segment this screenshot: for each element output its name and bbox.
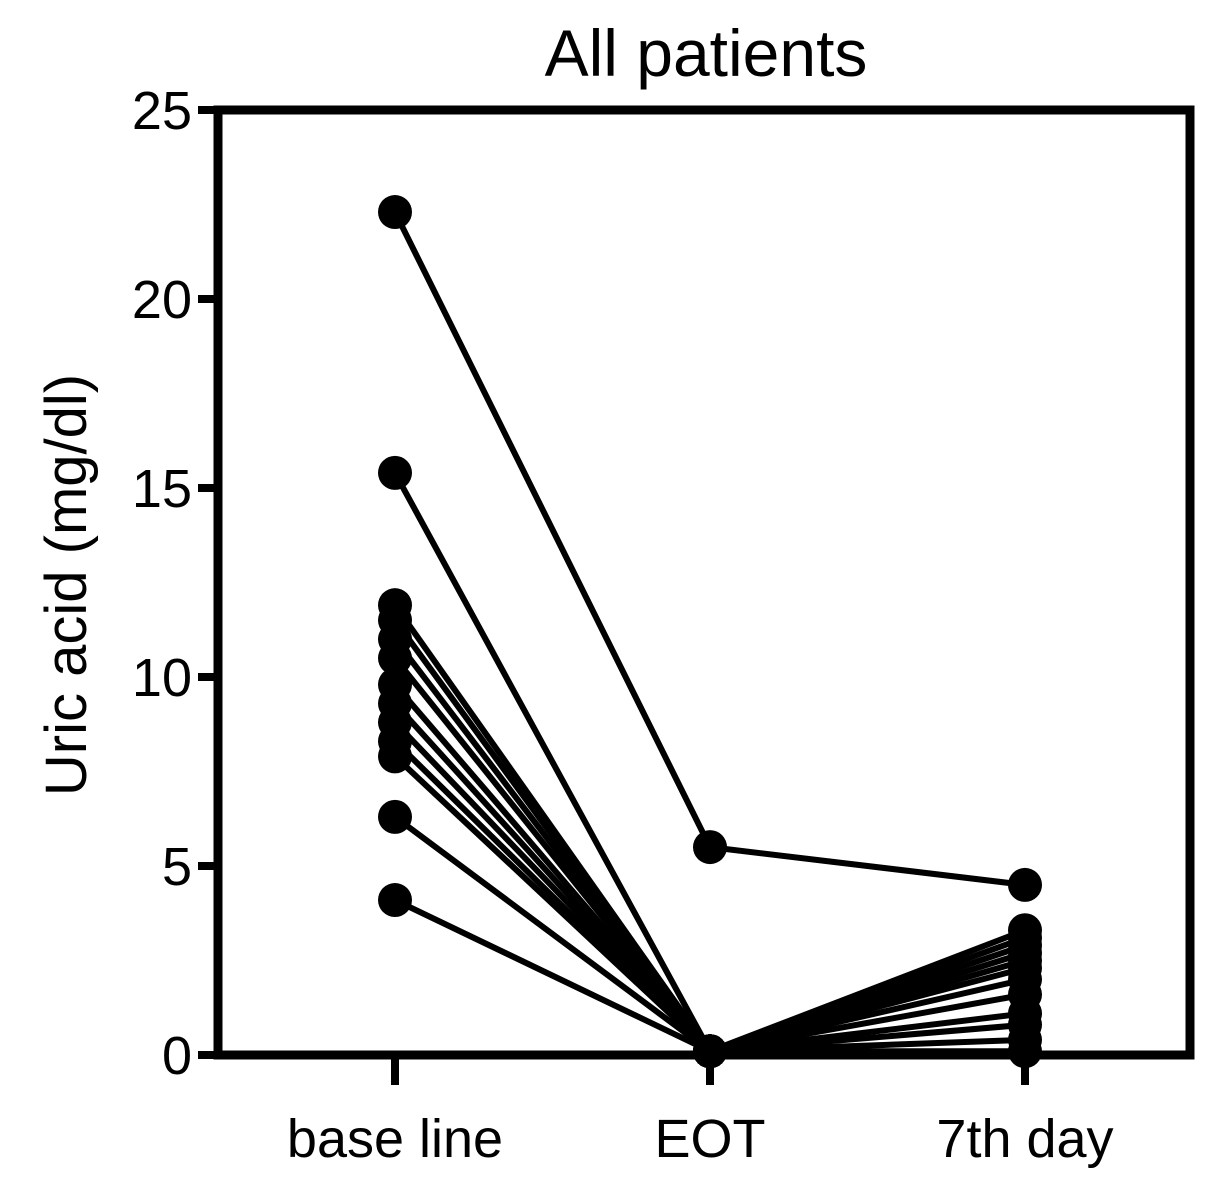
x-tick-label: EOT (654, 1109, 765, 1169)
chart-title: All patients (545, 16, 868, 90)
data-point (693, 830, 727, 865)
y-tick-label: 20 (132, 270, 192, 330)
data-point (693, 1034, 727, 1069)
data-point (1008, 1034, 1042, 1069)
y-tick-label: 25 (132, 81, 192, 141)
series-line (392, 701, 1026, 1055)
x-tick-label: base line (287, 1109, 503, 1169)
y-tick-label: 10 (132, 648, 192, 708)
y-axis-label: Uric acid (mg/dl) (34, 374, 99, 796)
y-tick-label: 15 (132, 459, 192, 519)
axes (213, 105, 1195, 1060)
plot-frame (213, 105, 1195, 1060)
y-tick-label: 5 (162, 837, 192, 897)
data-point (378, 195, 412, 230)
x-ticks: base line EOT 7th day (287, 1055, 1114, 1169)
data-point (378, 641, 412, 676)
series-lines (392, 210, 1027, 1055)
x-tick-label: 7th day (936, 1109, 1113, 1169)
series-line (392, 754, 1026, 1055)
series-line (392, 739, 1026, 1055)
data-point (378, 883, 412, 918)
data-point (378, 739, 412, 774)
y-tick-label: 0 (162, 1026, 192, 1086)
series-line (392, 210, 1026, 888)
y-ticks: 0 5 10 15 20 25 (132, 81, 218, 1086)
data-point (378, 455, 412, 490)
data-points (378, 195, 1042, 1069)
data-point (378, 799, 412, 834)
data-point (1008, 867, 1042, 902)
